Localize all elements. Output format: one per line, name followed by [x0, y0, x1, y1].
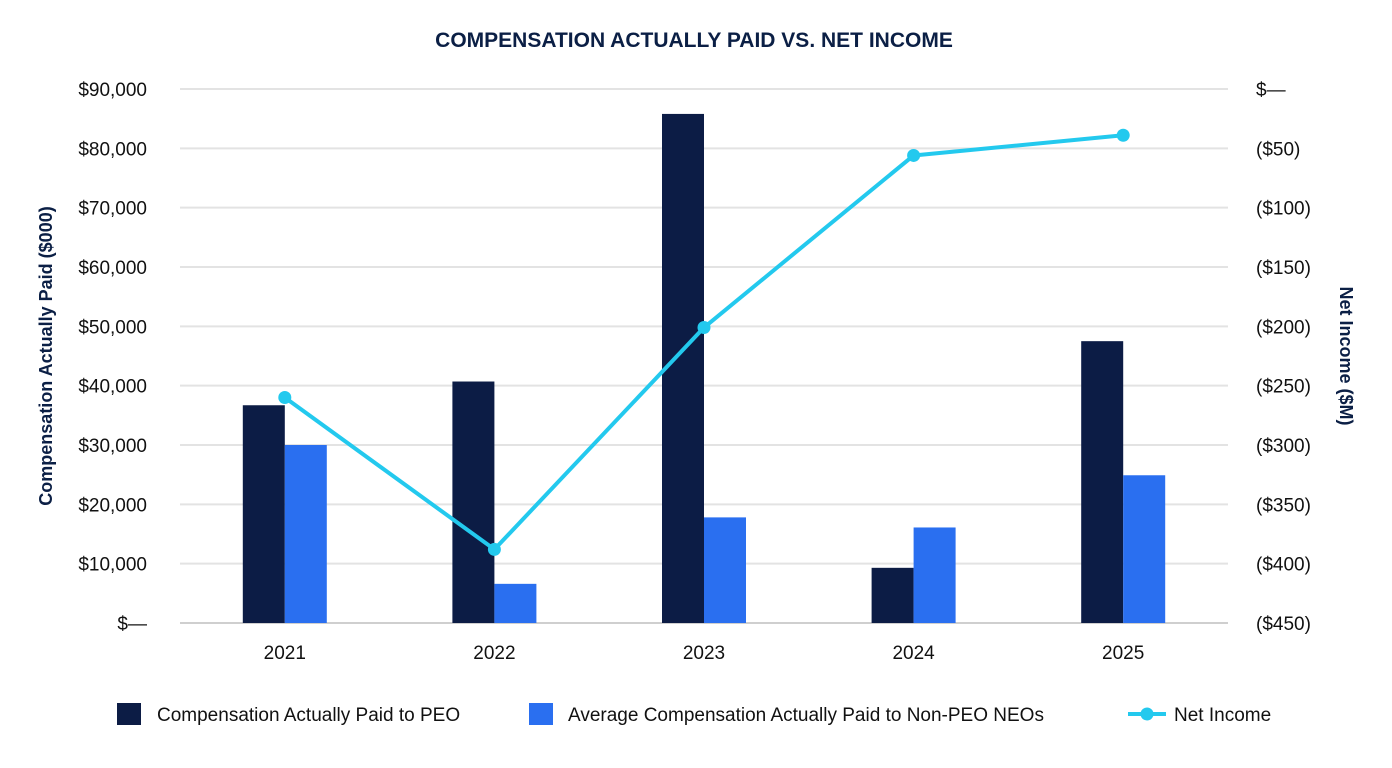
bar-non-peo-neos	[704, 517, 746, 623]
y-right-tick-label: ($350)	[1256, 495, 1311, 516]
y-left-tick-label: $50,000	[78, 317, 147, 338]
y-left-tick-label: $10,000	[78, 555, 147, 576]
bar-non-peo-neos	[1123, 475, 1166, 623]
y-left-tick-label: $—	[117, 614, 147, 635]
bar-peo	[662, 113, 704, 624]
y-left-tick-label: $80,000	[78, 139, 147, 160]
y-right-tick-label: $—	[1256, 80, 1286, 101]
y-right-tick-label: ($400)	[1256, 555, 1311, 576]
y-right-tick-label: ($50)	[1256, 139, 1300, 160]
y-left-tick-label: $30,000	[78, 436, 147, 457]
chart-title: COMPENSATION ACTUALLY PAID VS. NET INCOM…	[435, 29, 953, 52]
net-income-point	[1116, 128, 1130, 142]
legend: Compensation Actually Paid to PEO Average…	[117, 703, 1271, 726]
y-left-tick-label: $90,000	[78, 80, 147, 101]
x-tick-label: 2021	[264, 643, 306, 664]
left-axis-ticks: $— $10,000 $20,000 $30,000 $40,000 $50,000 $60…	[78, 80, 147, 635]
bar-peo	[1081, 341, 1124, 623]
x-tick-label: 2022	[473, 643, 515, 664]
legend-label: Compensation Actually Paid to PEO	[157, 705, 460, 726]
bar-peo	[452, 381, 495, 623]
bar-non-peo-neos	[913, 527, 956, 623]
legend-swatch-marker	[1140, 707, 1154, 721]
y-right-tick-label: ($150)	[1256, 258, 1311, 279]
legend-swatch	[117, 703, 141, 725]
legend-swatch	[529, 703, 553, 725]
bar-peo	[242, 405, 285, 623]
y-left-tick-label: $60,000	[78, 258, 147, 279]
y-left-tick-label: $40,000	[78, 377, 147, 398]
x-tick-label: 2024	[892, 643, 935, 664]
x-tick-label: 2025	[1102, 643, 1144, 664]
bars	[242, 113, 1166, 624]
y-left-axis-title: Compensation Actually Paid ($000)	[36, 206, 56, 505]
y-right-tick-label: ($200)	[1256, 317, 1311, 338]
bar-peo	[871, 567, 914, 623]
y-right-tick-label: ($300)	[1256, 436, 1311, 457]
x-axis-ticks: 2021 2022 2023 2024 2025	[264, 643, 1145, 664]
net-income-point	[487, 542, 501, 556]
net-income-line	[278, 128, 1130, 556]
y-left-tick-label: $70,000	[78, 199, 147, 220]
bar-non-peo-neos	[284, 445, 327, 623]
net-income-point	[278, 391, 292, 405]
y-right-tick-label: ($450)	[1256, 614, 1311, 635]
y-left-tick-label: $20,000	[78, 495, 147, 516]
y-right-axis-title: Net Income ($M)	[1336, 286, 1356, 425]
x-tick-label: 2023	[683, 643, 725, 664]
legend-label: Net Income	[1174, 705, 1271, 726]
y-right-tick-label: ($250)	[1256, 377, 1311, 398]
net-income-point	[907, 148, 921, 162]
legend-label: Average Compensation Actually Paid to No…	[568, 705, 1044, 726]
bar-non-peo-neos	[494, 583, 537, 623]
net-income-point	[697, 321, 711, 335]
y-right-tick-label: ($100)	[1256, 199, 1311, 220]
right-axis-ticks: ($450) ($400) ($350) ($300) ($250) ($200) ($15…	[1256, 80, 1311, 635]
